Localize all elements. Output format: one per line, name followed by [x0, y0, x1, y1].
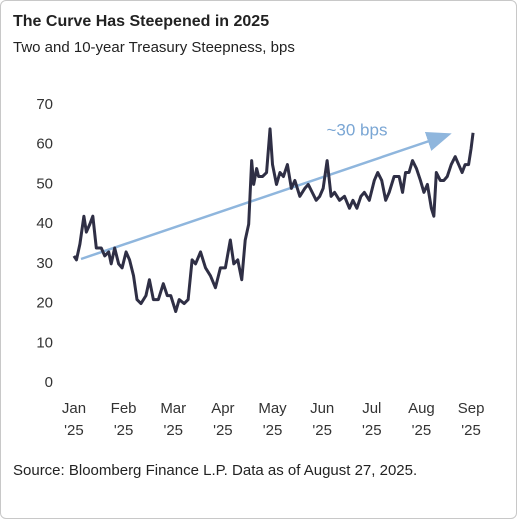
x-tick-label: Jun '25: [310, 400, 334, 439]
y-tick-label: 0: [45, 374, 53, 391]
trend-arrow: [80, 131, 452, 261]
x-tick-label: Sep '25: [458, 400, 485, 439]
y-tick-label: 30: [36, 255, 53, 272]
x-tick-label: Jan '25: [62, 400, 86, 439]
y-tick-label: 70: [36, 96, 53, 113]
y-tick-label: 40: [36, 215, 53, 232]
x-tick-label: Aug '25: [408, 400, 435, 439]
annotation: ~30 bps: [327, 120, 388, 139]
x-tick-label: Mar '25: [160, 400, 186, 439]
x-tick-label: Feb '25: [111, 400, 137, 439]
y-tick-label: 10: [36, 334, 53, 351]
data-line: [72, 127, 475, 314]
y-tick-label: 50: [36, 175, 53, 192]
x-tick-label: Apr '25: [211, 400, 234, 439]
chart-subtitle: Two and 10-year Treasury Steepness, bps: [13, 39, 295, 56]
y-tick-label: 20: [36, 295, 53, 312]
source-note: Source: Bloomberg Finance L.P. Data as o…: [13, 462, 418, 479]
chart-title: The Curve Has Steepened in 2025: [13, 13, 270, 30]
x-tick-label: May '25: [258, 400, 287, 439]
chart: ~30 bps 0 10 20 30 40 50 60 70 Jan '25 Feb '25 Mar '2…: [36, 96, 485, 439]
x-tick-label: Jul '25: [362, 400, 382, 439]
y-tick-label: 60: [36, 136, 53, 153]
